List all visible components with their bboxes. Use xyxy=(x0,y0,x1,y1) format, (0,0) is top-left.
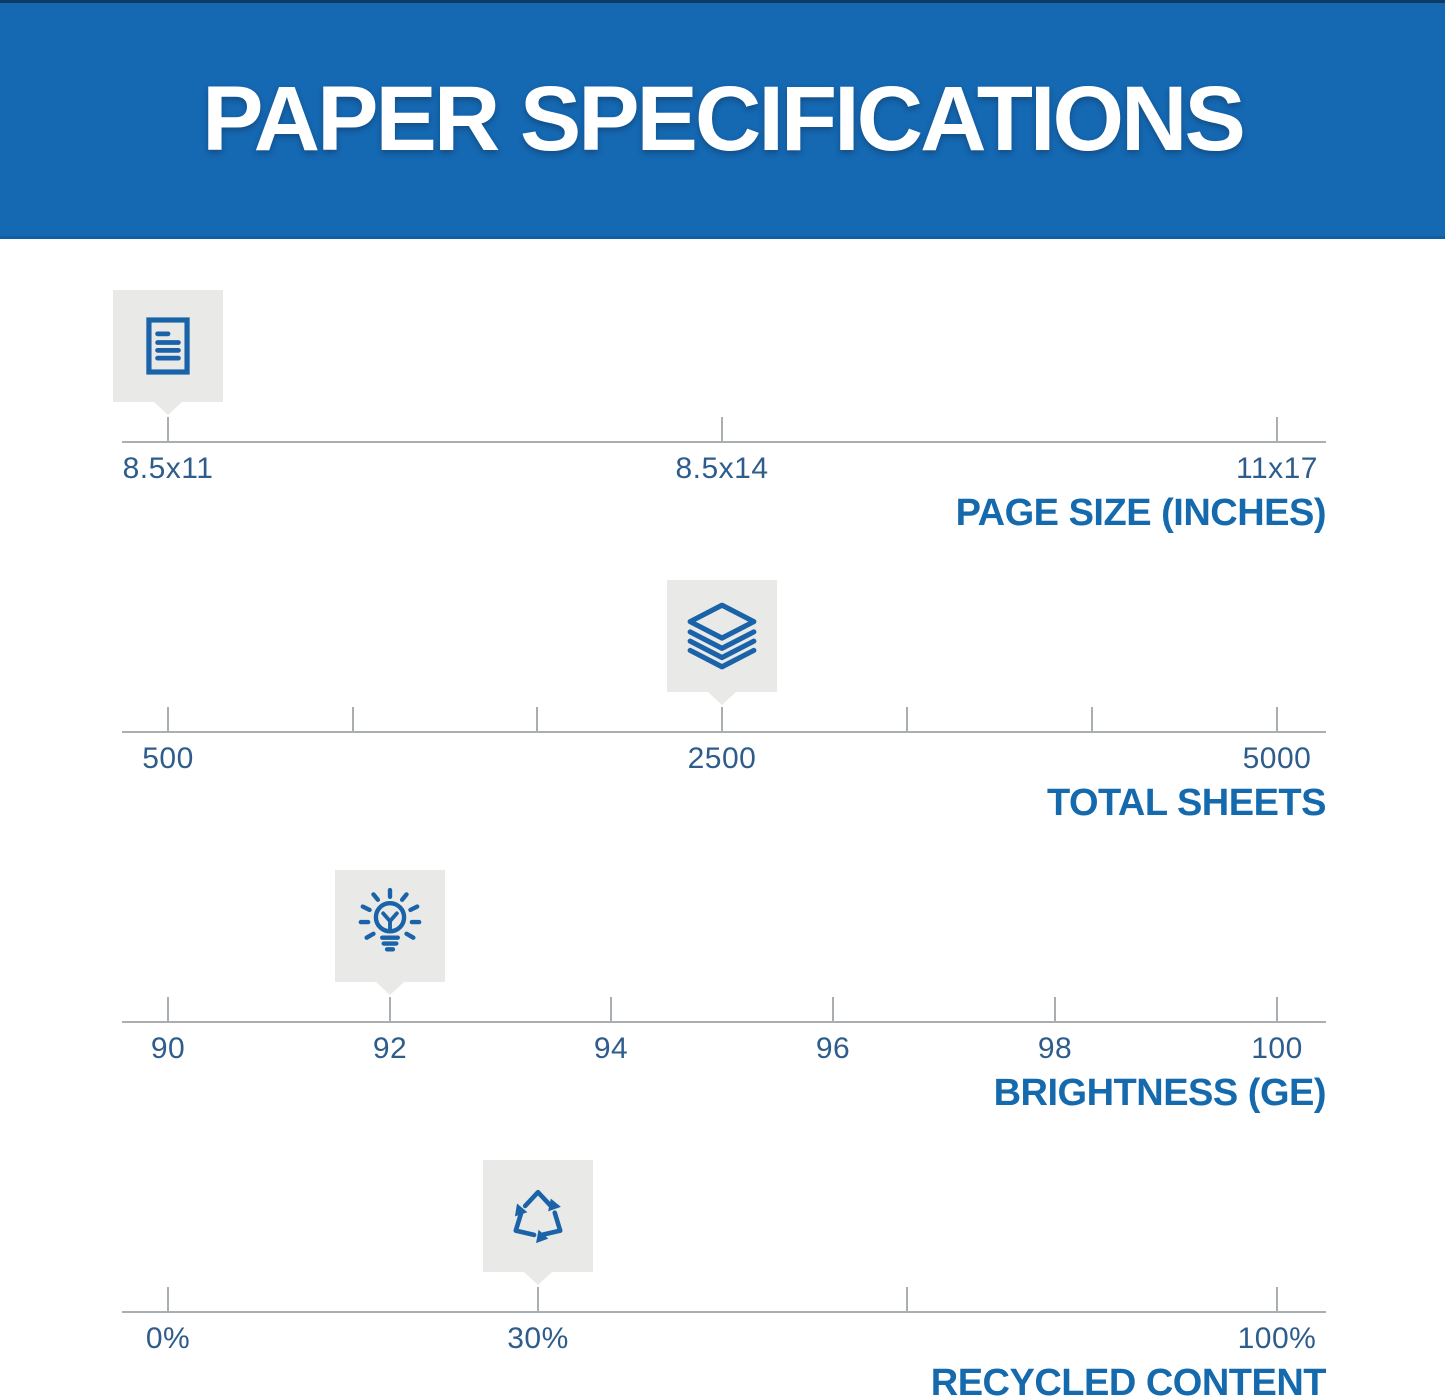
tick-label: 0% xyxy=(145,1322,191,1355)
tick-label: 5000 xyxy=(1242,742,1312,775)
tick-label: 100 xyxy=(1251,1032,1303,1065)
tick-label: 94 xyxy=(593,1032,629,1065)
tick-mark xyxy=(1276,707,1278,731)
tick-mark xyxy=(1054,997,1056,1021)
scale-title-total-sheets: TOTAL SHEETS xyxy=(1046,782,1327,824)
tick-mark xyxy=(167,997,169,1021)
tick-label: 98 xyxy=(1037,1032,1073,1065)
tick-mark xyxy=(1091,707,1093,731)
scale-title-page-size: PAGE SIZE (INCHES) xyxy=(955,492,1327,534)
tick-mark xyxy=(1276,417,1278,441)
tick-mark xyxy=(537,1287,539,1311)
tick-label: 90 xyxy=(150,1032,186,1065)
tick-mark xyxy=(1276,1287,1278,1311)
scale-line-recycled-content xyxy=(122,1311,1326,1313)
tick-label: 96 xyxy=(815,1032,851,1065)
tick-mark xyxy=(167,1287,169,1311)
value-marker-total-sheets xyxy=(667,580,777,692)
header-banner: PAPER SPECIFICATIONS xyxy=(0,0,1445,239)
tick-mark xyxy=(610,997,612,1021)
scale-line-page-size xyxy=(122,441,1326,443)
tick-mark xyxy=(352,707,354,731)
document-icon xyxy=(146,317,190,375)
tick-mark xyxy=(167,707,169,731)
tick-label: 100% xyxy=(1237,1322,1317,1355)
scale-title-brightness: BRIGHTNESS (GE) xyxy=(993,1072,1327,1114)
tick-mark xyxy=(536,707,538,731)
tick-mark xyxy=(1276,997,1278,1021)
tick-label: 92 xyxy=(372,1032,408,1065)
tick-label: 8.5x11 xyxy=(122,452,214,485)
sheets-stack-icon xyxy=(687,602,757,670)
tick-mark xyxy=(832,997,834,1021)
tick-mark xyxy=(906,1287,908,1311)
scale-title-recycled-content: RECYCLED CONTENT xyxy=(930,1362,1327,1399)
scale-line-total-sheets xyxy=(122,731,1326,733)
tick-label: 8.5x14 xyxy=(675,452,769,485)
tick-label: 500 xyxy=(142,742,194,775)
lightbulb-icon xyxy=(358,887,422,952)
tick-mark xyxy=(721,417,723,441)
tick-mark xyxy=(906,707,908,731)
marker-pointer xyxy=(524,1272,552,1285)
value-marker-brightness xyxy=(335,870,445,982)
tick-mark xyxy=(721,707,723,731)
tick-label: 30% xyxy=(507,1322,569,1355)
marker-pointer xyxy=(376,982,404,995)
tick-mark xyxy=(389,997,391,1021)
value-marker-page-size xyxy=(113,290,223,402)
page-title: PAPER SPECIFICATIONS xyxy=(202,68,1246,170)
scale-line-brightness xyxy=(122,1021,1326,1023)
tick-mark xyxy=(167,417,169,441)
value-marker-recycled-content xyxy=(483,1160,593,1272)
marker-pointer xyxy=(154,402,182,415)
marker-pointer xyxy=(708,692,736,705)
tick-label: 11x17 xyxy=(1235,452,1318,485)
tick-label: 2500 xyxy=(687,742,757,775)
recycle-icon xyxy=(513,1189,563,1244)
